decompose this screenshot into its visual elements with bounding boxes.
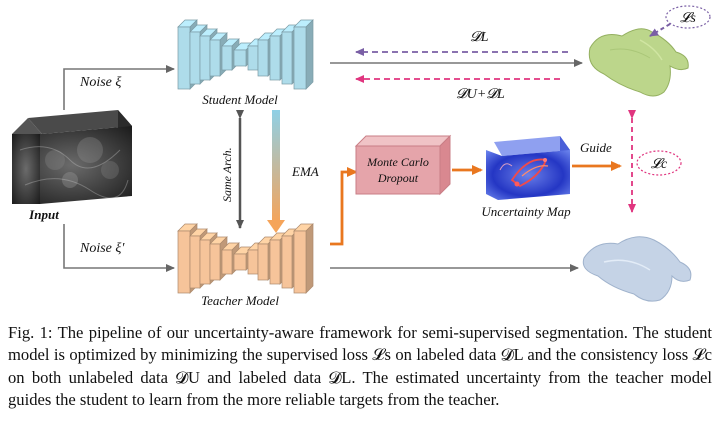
pipeline-diagram: Input Noise ξ Noise ξ′ Student Model Tea… <box>12 5 711 308</box>
caption-text: The pipeline of our uncertainty-aware fr… <box>8 323 713 410</box>
student-block-1 <box>189 31 201 85</box>
ema-arrow-head <box>267 220 285 233</box>
guide-label: Guide <box>580 140 612 155</box>
student-block-3 <box>209 39 221 77</box>
teacher-block-5 <box>233 253 247 271</box>
teacher-block-9 <box>281 235 293 289</box>
student-block-7 <box>257 39 269 77</box>
teacher-block-7 <box>257 243 269 281</box>
teacher-block-8 <box>269 239 281 285</box>
monte-carlo-label-line2: Dropout <box>377 171 419 185</box>
teacher-block-6 <box>247 249 259 275</box>
teacher-block-1 <box>189 235 201 289</box>
teacher-model-block <box>177 223 314 294</box>
figure-caption: Fig. 1: The pipeline of our uncertainty-… <box>8 322 712 412</box>
student-block-10 <box>293 26 307 90</box>
teacher-block-0 <box>177 230 191 294</box>
noise-top-label: Noise ξ <box>79 75 121 90</box>
student-model-label: Student Model <box>202 92 278 107</box>
teacher-model-label: Teacher Model <box>201 293 279 308</box>
teacher-block-side-10 <box>305 223 314 294</box>
loss-c-ellipse <box>636 150 682 176</box>
student-output-shape <box>588 28 689 97</box>
input-to-student-arrow <box>63 65 175 110</box>
teacher-to-dropout-arrow <box>330 167 358 246</box>
loss-c-label: 𝓛c <box>651 157 668 172</box>
ema-label: EMA <box>291 164 319 179</box>
input-volume <box>12 110 132 204</box>
student-block-0 <box>177 26 191 90</box>
teacher-block-3 <box>209 243 221 281</box>
uncertainty-map-volume <box>486 136 570 200</box>
input-label: Input <box>28 207 59 222</box>
same-arch-label: Same Arch. <box>220 147 234 202</box>
teacher-block-10 <box>293 230 307 294</box>
teacher-block-2 <box>199 239 211 285</box>
ema-bar <box>272 110 280 222</box>
teacher-block-4 <box>221 249 233 275</box>
student-block-2 <box>199 35 211 81</box>
student-block-9 <box>281 31 293 85</box>
student-model-block <box>177 19 314 90</box>
caption-fig-label: Fig. 1: <box>8 323 53 342</box>
loss-s-ellipse <box>665 5 711 29</box>
monte-carlo-dropout-box <box>354 134 452 196</box>
noise-bottom-label: Noise ξ′ <box>79 241 125 256</box>
student-block-5 <box>233 49 247 67</box>
uncertainty-map-label: Uncertainty Map <box>481 204 571 219</box>
student-block-6 <box>247 45 259 71</box>
loss-s-arrow <box>649 23 671 37</box>
labeled-data-label: 𝓓L <box>470 30 489 45</box>
input-to-teacher-arrow <box>63 224 175 272</box>
student-block-side-10 <box>305 19 314 90</box>
all-data-label: 𝓓U+𝓓L <box>456 87 505 102</box>
student-block-4 <box>221 45 233 71</box>
student-block-8 <box>269 35 281 81</box>
loss-s-label: 𝓛s <box>680 11 696 26</box>
monte-carlo-label-line1: Monte Carlo <box>366 155 429 169</box>
teacher-output-shape <box>582 236 692 302</box>
